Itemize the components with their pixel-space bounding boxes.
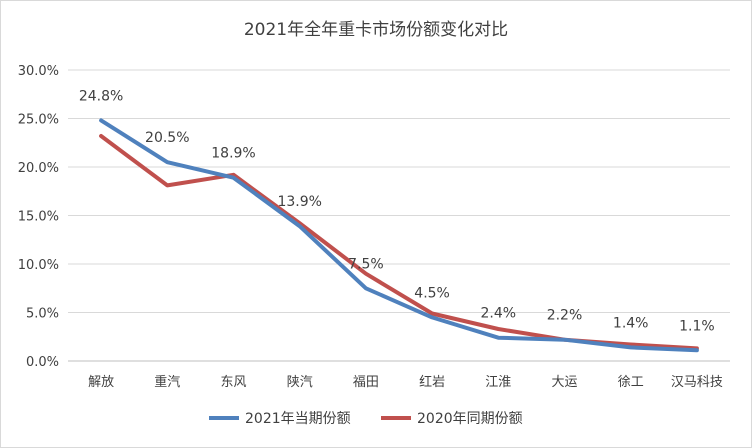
legend: 2021年当期份额 2020年同期份额	[209, 411, 523, 427]
data-label: 2.2%	[547, 308, 583, 324]
x-tick-label: 徐工	[618, 375, 644, 390]
x-tick-label: 陕汽	[287, 375, 313, 390]
x-tick-label: 江淮	[485, 375, 511, 390]
x-tick-label: 重汽	[154, 374, 180, 390]
x-tick-label: 东风	[220, 375, 246, 390]
data-label: 1.4%	[613, 315, 649, 331]
legend-label: 2020年同期份额	[417, 411, 523, 427]
y-tick-label: 20.0%	[18, 161, 59, 176]
data-label: 18.9%	[211, 146, 255, 162]
series-group	[99, 118, 699, 353]
chart-title: 2021年全年重卡市场份额变化对比	[244, 20, 508, 40]
data-label: 1.1%	[679, 318, 715, 334]
x-tick-label: 汉马科技	[671, 375, 723, 390]
x-tick-label: 解放	[88, 375, 114, 390]
y-tick-label: 30.0%	[18, 64, 59, 79]
y-axis-ticks: 0.0% 5.0% 10.0% 15.0% 20.0% 25.0% 30.0%	[18, 64, 59, 370]
grid-lines	[68, 69, 730, 362]
data-label: 7.5%	[348, 256, 384, 272]
legend-label: 2021年当期份额	[245, 411, 351, 427]
x-tick-label: 福田	[353, 375, 379, 390]
y-tick-label: 0.0%	[26, 355, 59, 370]
data-label: 24.8%	[79, 88, 123, 104]
y-tick-label: 25.0%	[18, 113, 59, 128]
data-label: 13.9%	[277, 194, 321, 210]
x-tick-label: 红岩	[419, 374, 445, 390]
data-label: 20.5%	[145, 130, 189, 146]
data-label: 4.5%	[414, 285, 450, 301]
y-tick-label: 15.0%	[18, 210, 59, 225]
data-labels: 24.8% 20.5% 18.9% 13.9% 7.5% 4.5% 2.4% 2.2% 1.4%…	[79, 88, 715, 334]
y-tick-label: 10.0%	[18, 258, 59, 273]
y-tick-label: 5.0%	[26, 307, 59, 322]
x-tick-label: 大运	[551, 375, 577, 390]
x-axis-ticks: 解放 重汽 东风 陕汽 福田 红岩 江淮 大运 徐工 汉马科技	[88, 374, 723, 390]
data-label: 2.4%	[481, 306, 517, 322]
series-line	[99, 118, 699, 353]
